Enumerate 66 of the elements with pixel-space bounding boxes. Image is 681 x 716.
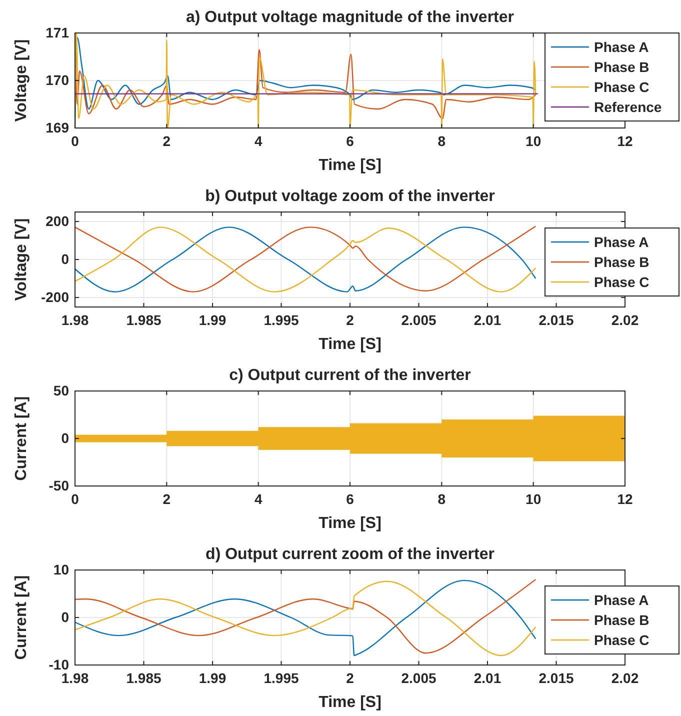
x-tick-label: 6 xyxy=(346,490,354,507)
x-tick-label: 1.995 xyxy=(264,312,299,328)
x-tick-label: 8 xyxy=(438,490,446,507)
x-axis-title: Time [S] xyxy=(318,157,382,174)
legend-label: Phase C xyxy=(594,274,650,290)
x-tick-label: 6 xyxy=(346,132,354,149)
y-tick-label: -200 xyxy=(40,288,70,305)
legend-label: Phase A xyxy=(594,234,649,250)
y-axis-title: Current [A] xyxy=(13,396,30,481)
x-axis-title: Time [S] xyxy=(318,694,382,711)
x-tick-label: 1.98 xyxy=(61,670,89,686)
y-tick-label: 0 xyxy=(61,430,70,446)
x-tick-label: 12 xyxy=(617,490,633,507)
x-tick-label: 1.98 xyxy=(61,312,89,328)
x-tick-label: 2 xyxy=(346,670,354,686)
x-tick-label: 4 xyxy=(254,490,262,507)
x-tick-label: 0 xyxy=(71,132,80,149)
legend-label: Phase A xyxy=(594,592,649,608)
x-tick-label: 2.015 xyxy=(538,312,574,328)
y-tick-label: 170 xyxy=(46,72,70,88)
y-tick-label: 10 xyxy=(53,561,70,578)
x-tick-label: 0 xyxy=(71,490,80,507)
x-tick-label: 1.99 xyxy=(198,670,226,686)
x-tick-label: 1.99 xyxy=(198,312,226,328)
x-tick-label: 2.01 xyxy=(474,312,502,328)
y-tick-label: -50 xyxy=(48,477,70,494)
y-tick-label: 171 xyxy=(46,24,70,40)
x-axis-title: Time [S] xyxy=(318,515,382,532)
y-tick-label: 0 xyxy=(61,250,70,267)
x-tick-label: 2 xyxy=(346,312,354,328)
x-tick-label: 1.985 xyxy=(126,670,162,686)
x-axis-title: Time [S] xyxy=(318,336,382,353)
y-axis-title: Voltage [V] xyxy=(13,218,30,301)
x-tick-label: 2 xyxy=(162,132,171,149)
x-tick-label: 2.02 xyxy=(611,312,639,328)
legend-label: Phase B xyxy=(594,612,650,628)
x-tick-label: 2.005 xyxy=(401,312,436,328)
y-axis-title: Current [A] xyxy=(13,575,30,660)
y-tick-label: 200 xyxy=(46,212,70,229)
y-tick-label: 50 xyxy=(53,382,70,398)
legend-label: Reference xyxy=(594,99,662,115)
x-tick-label: 4 xyxy=(254,132,262,149)
x-tick-label: 2.02 xyxy=(611,670,639,686)
x-tick-label: 10 xyxy=(526,132,542,149)
chart-title: c) Output current of the inverter xyxy=(229,367,471,384)
x-tick-label: 2.015 xyxy=(538,670,574,686)
x-tick-label: 8 xyxy=(438,132,446,149)
chart-title: a) Output voltage magnitude of the inverter xyxy=(186,9,514,26)
y-tick-label: 0 xyxy=(61,608,70,625)
legend-label: Phase C xyxy=(594,632,650,648)
x-tick-label: 1.985 xyxy=(126,312,162,328)
chart-title: d) Output current zoom of the inverter xyxy=(206,546,494,563)
legend-label: Phase C xyxy=(594,79,650,95)
x-tick-label: 2 xyxy=(162,490,171,507)
y-tick-label: -10 xyxy=(48,656,70,672)
y-tick-label: 169 xyxy=(46,119,70,136)
x-tick-label: 2.005 xyxy=(401,670,436,686)
x-tick-label: 1.995 xyxy=(264,670,299,686)
legend-label: Phase B xyxy=(594,254,650,270)
y-axis-title: Voltage [V] xyxy=(13,39,30,122)
x-tick-label: 2.01 xyxy=(474,670,502,686)
legend-label: Phase A xyxy=(594,39,649,55)
chart-title: b) Output voltage zoom of the inverter xyxy=(205,188,495,205)
x-tick-label: 12 xyxy=(617,132,633,149)
x-tick-label: 10 xyxy=(526,490,542,507)
legend-label: Phase B xyxy=(594,59,650,75)
